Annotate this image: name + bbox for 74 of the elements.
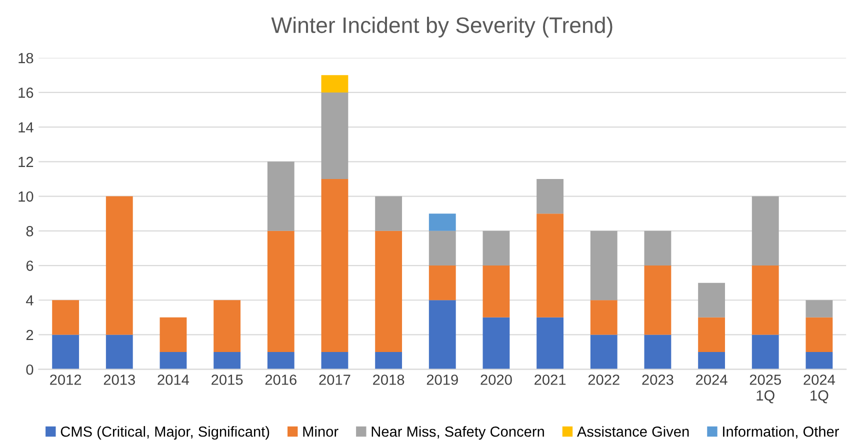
bar <box>375 352 402 370</box>
bar <box>752 196 779 266</box>
x-tick-label: 2016 <box>265 374 296 385</box>
bar <box>428 266 456 300</box>
bar <box>806 300 833 318</box>
y-tick-label: 14 <box>18 122 34 132</box>
y-tick-label: 16 <box>18 88 34 98</box>
bar <box>267 352 294 370</box>
bar <box>375 230 402 352</box>
bar <box>806 352 833 370</box>
x-tick-label: 2020 <box>480 374 512 385</box>
bar <box>752 334 779 370</box>
x-tick-label: 2021 <box>534 374 566 385</box>
bar <box>321 178 348 352</box>
y-tick-label: 4 <box>26 295 34 306</box>
x-tick-label: 2024 1Q <box>804 374 835 404</box>
bar <box>536 178 564 214</box>
bar <box>106 196 133 335</box>
y-tick-label: 2 <box>26 330 34 340</box>
bar <box>428 214 456 231</box>
legend-label: CMS (Critical, Major, Significant) <box>60 426 270 440</box>
x-tick-label: 2017 <box>319 374 350 385</box>
bar <box>321 352 348 370</box>
bar <box>698 317 725 352</box>
bar <box>267 162 294 231</box>
legend-label: Minor <box>303 426 338 437</box>
bar <box>160 352 187 370</box>
x-tick-label: 2023 <box>642 374 674 385</box>
bar <box>752 266 779 335</box>
legend-label: Near Miss, Safety Concern <box>372 426 544 440</box>
bar <box>321 92 348 179</box>
x-tick-label: 2019 <box>426 374 458 385</box>
bar <box>428 300 456 370</box>
bar <box>536 317 564 370</box>
x-tick-label: 2024 <box>696 374 728 385</box>
bar <box>52 300 80 335</box>
bar <box>428 230 456 266</box>
y-tick-label: 0 <box>26 364 34 375</box>
bar <box>160 317 187 352</box>
y-tick-label: 18 <box>18 52 34 64</box>
bar <box>482 230 510 266</box>
bar <box>590 230 618 300</box>
bar <box>482 317 510 370</box>
bar <box>644 230 672 266</box>
bar <box>52 334 80 370</box>
x-tick-label: 2014 <box>158 374 190 385</box>
x-tick-label: 2015 <box>212 374 243 385</box>
bar <box>590 300 618 335</box>
x-tick-label: 2013 <box>104 374 135 385</box>
x-tick-label: 2012 <box>50 374 82 385</box>
x-tick-label: 2022 <box>588 374 620 385</box>
y-tick-label: 6 <box>26 260 34 271</box>
chart-title: Winter Incident by Severity (Trend) <box>271 16 612 38</box>
bar <box>590 334 618 370</box>
x-tick-label: 2018 <box>373 374 404 385</box>
y-tick-label: 10 <box>18 191 34 202</box>
y-tick-label: 12 <box>18 156 34 167</box>
x-tick-label: 2025 1Q <box>750 374 781 404</box>
legend-label: Assistance Given <box>576 426 689 437</box>
legend-label: Information, Other <box>723 426 839 439</box>
bar <box>698 352 725 370</box>
bar <box>214 300 241 352</box>
bar <box>214 352 241 370</box>
bar <box>644 266 672 335</box>
bar <box>536 214 564 318</box>
bar <box>321 75 348 92</box>
bar <box>644 334 672 370</box>
y-tick-label: 8 <box>26 226 34 236</box>
bar <box>698 282 725 318</box>
bar <box>375 196 402 231</box>
bar <box>267 230 294 352</box>
bar <box>482 266 510 318</box>
bar <box>806 317 833 352</box>
bar <box>106 334 133 370</box>
